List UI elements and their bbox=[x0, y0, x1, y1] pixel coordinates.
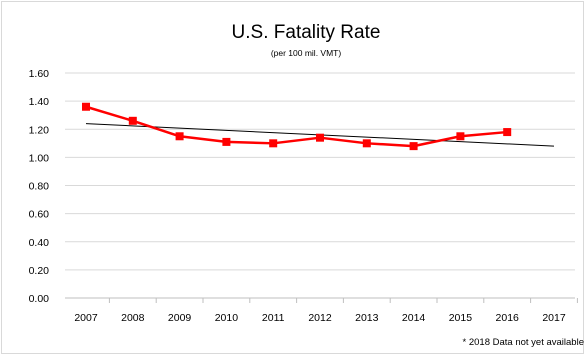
x-tick-label: 2017 bbox=[542, 312, 566, 324]
y-tick-label: 0.00 bbox=[29, 293, 50, 305]
x-tick-label: 2012 bbox=[308, 312, 332, 324]
footnote: * 2018 Data not yet available bbox=[463, 337, 584, 348]
data-point-marker bbox=[456, 132, 465, 141]
y-tick-label: 1.60 bbox=[29, 68, 50, 80]
x-tick-label: 2011 bbox=[262, 312, 285, 324]
data-point-marker bbox=[269, 139, 278, 148]
x-tick-label: 2014 bbox=[402, 312, 426, 324]
x-tick-label: 2010 bbox=[215, 312, 239, 324]
data-point-marker bbox=[316, 133, 324, 142]
data-point-marker bbox=[362, 139, 371, 148]
x-tick-label: 2015 bbox=[449, 312, 473, 324]
data-point-marker bbox=[503, 128, 512, 137]
y-tick-label: 0.20 bbox=[29, 265, 50, 277]
data-point-marker bbox=[82, 102, 90, 111]
chart-subtitle: (per 100 mil. VMT) bbox=[271, 48, 342, 58]
y-tick-label: 0.40 bbox=[29, 237, 50, 249]
chart-title: U.S. Fatality Rate bbox=[232, 22, 381, 43]
x-tick-label: 2008 bbox=[121, 312, 145, 324]
data-point-marker bbox=[175, 132, 184, 141]
y-tick-label: 1.40 bbox=[29, 96, 50, 108]
x-tick-label: 2016 bbox=[496, 312, 520, 324]
y-tick-label: 0.60 bbox=[29, 209, 50, 221]
y-tick-label: 1.20 bbox=[29, 124, 50, 136]
data-point-marker bbox=[409, 142, 418, 151]
gridlines bbox=[65, 72, 575, 271]
data-point-marker bbox=[222, 137, 231, 146]
data-point-marker bbox=[128, 116, 137, 125]
y-tick-label: 0.80 bbox=[29, 181, 50, 193]
x-tick-label: 2007 bbox=[74, 312, 98, 324]
x-tick-label: 2009 bbox=[168, 312, 192, 324]
series-line bbox=[85, 105, 508, 148]
y-axis-ticks: 0.00 0.20 0.40 0.60 0.80 1.00 1.20 1.40 1.60 bbox=[29, 68, 50, 305]
x-axis-ticks: 2007 2008 2009 2010 2011 2012 2013 2014 2015 2016… bbox=[74, 298, 578, 324]
series-group bbox=[82, 102, 512, 151]
y-tick-label: 1.00 bbox=[29, 152, 50, 164]
x-tick-label: 2013 bbox=[355, 312, 379, 324]
